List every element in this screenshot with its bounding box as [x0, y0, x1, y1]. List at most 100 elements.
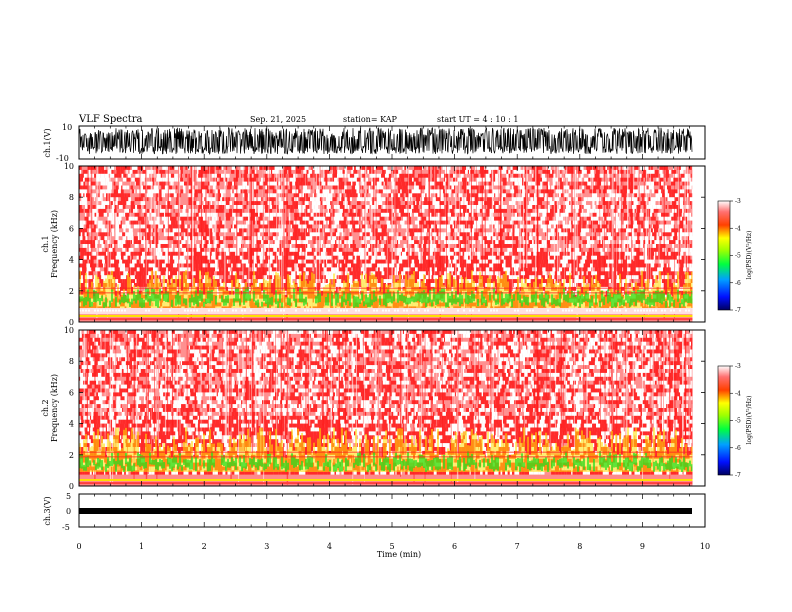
spectrogram-cell: [228, 224, 231, 229]
spectrogram-cell: [333, 189, 338, 194]
spectrogram-cell: [98, 244, 102, 249]
spectrogram-cell: [358, 181, 362, 186]
spectrogram-cell: [158, 208, 161, 214]
spectrogram-cell: [239, 193, 243, 198]
spectrogram-cell: [117, 244, 120, 249]
spectrogram-cell: [289, 247, 295, 253]
spectrogram-cell: [333, 169, 335, 175]
spectrogram-cell: [288, 181, 290, 186]
spectrogram-cell: [554, 220, 559, 225]
spectrogram-cell: [279, 224, 283, 229]
spectrogram-cell: [538, 201, 543, 206]
spectrogram-cell: [601, 220, 605, 225]
spectrogram-cell: [588, 193, 592, 198]
spectrogram-cell: [298, 181, 303, 186]
spectrogram-cell: [473, 208, 476, 214]
spectrogram-cell: [334, 220, 340, 225]
spectrogram-cell: [174, 232, 176, 237]
spectrogram-cell: [358, 173, 363, 178]
spectrogram-cell: [265, 185, 268, 190]
spectrogram-cell: [357, 201, 362, 206]
spectrogram-cell: [452, 240, 454, 245]
spectrogram-cell: [120, 189, 124, 194]
spectrogram-cell: [651, 189, 655, 194]
spectrogram-cell: [380, 224, 384, 229]
spectrogram-cell: [333, 224, 337, 229]
spectrogram-cell: [494, 166, 496, 171]
spectrogram-cell: [318, 185, 322, 190]
spectrogram-cell: [214, 240, 219, 245]
spectrogram-cell: [661, 212, 666, 217]
spectrogram-cell: [133, 185, 137, 190]
spectrogram-cell: [298, 236, 302, 241]
spectrogram-cell: [84, 193, 87, 198]
spectrogram-cell: [273, 177, 275, 182]
spectrogram-cell: [440, 166, 443, 171]
spectrogram-cell: [339, 177, 343, 182]
spectrogram-cell: [101, 201, 105, 206]
spectrogram-cell: [445, 169, 450, 175]
spectrogram-cell: [309, 208, 313, 214]
spectrogram-cell: [488, 189, 493, 194]
spectrogram-cell: [627, 212, 630, 217]
spectrogram-cell: [243, 169, 245, 175]
spectrogram-cell: [630, 169, 634, 175]
spectrogram-cell: [95, 166, 97, 171]
spectrogram-cell: [679, 220, 684, 225]
spectrogram-cell: [462, 177, 464, 182]
spectrogram-cell: [378, 173, 382, 178]
spectrogram-cell: [385, 224, 387, 229]
spectrogram-cell: [189, 216, 191, 221]
spectrogram-cell: [266, 197, 269, 202]
spectrogram-cell: [670, 251, 676, 256]
spectrogram-cell: [142, 251, 146, 256]
spectrogram-cell: [211, 216, 215, 221]
spectrogram-cell: [495, 232, 499, 237]
spectrogram-cell: [81, 169, 83, 175]
spectrogram-cell: [471, 193, 475, 198]
spectrogram-cell: [432, 240, 436, 245]
spectrogram-cell: [666, 228, 668, 233]
spectrogram-cell: [435, 240, 437, 245]
spectrogram-cell: [347, 224, 353, 229]
spectrogram-cell: [116, 205, 118, 210]
spectrogram-cell: [122, 259, 126, 264]
spectrogram-cell: [271, 251, 273, 256]
spectrogram-cell: [332, 236, 337, 241]
spectrogram-cell: [164, 259, 170, 264]
spectrogram-cell: [170, 247, 173, 253]
spectrogram-cell: [664, 189, 668, 194]
spectrogram-cell: [199, 208, 202, 214]
spectrogram-cell: [414, 255, 419, 260]
spectrogram-cell: [83, 177, 85, 182]
spectrogram-cell: [671, 220, 676, 225]
spectrogram-cell: [413, 208, 417, 214]
spectrogram-cell: [352, 247, 355, 253]
spectrogram-cell: [80, 240, 85, 245]
spectrogram-cell: [673, 216, 677, 221]
spectrogram-cell: [663, 181, 669, 186]
spectrogram-cell: [172, 181, 174, 186]
spectrogram-cell: [634, 208, 636, 214]
spectrogram-cell: [613, 201, 617, 206]
spectrogram-cell: [354, 247, 359, 253]
spectrogram-cell: [245, 240, 250, 245]
spectrogram-cell: [370, 244, 372, 249]
spectrogram-cell: [215, 185, 218, 190]
spectrogram-cell: [307, 208, 310, 214]
spectrogram-cell: [308, 240, 313, 245]
spectrogram-cell: [510, 220, 513, 225]
spectrogram-cell: [605, 166, 608, 171]
spectrogram-cell: [411, 251, 415, 256]
spectrogram-cell: [520, 220, 525, 225]
spectrogram-cell: [299, 220, 302, 225]
spectrogram-cell: [116, 197, 119, 202]
spectrogram-cell: [211, 173, 215, 178]
spectrogram-cell: [543, 240, 548, 245]
spectrogram-cell: [419, 244, 421, 249]
spectrogram-cell: [687, 169, 692, 175]
spectrogram-cell: [163, 181, 166, 186]
spectrogram-cell: [261, 185, 263, 190]
spectrogram-cell: [304, 247, 306, 253]
